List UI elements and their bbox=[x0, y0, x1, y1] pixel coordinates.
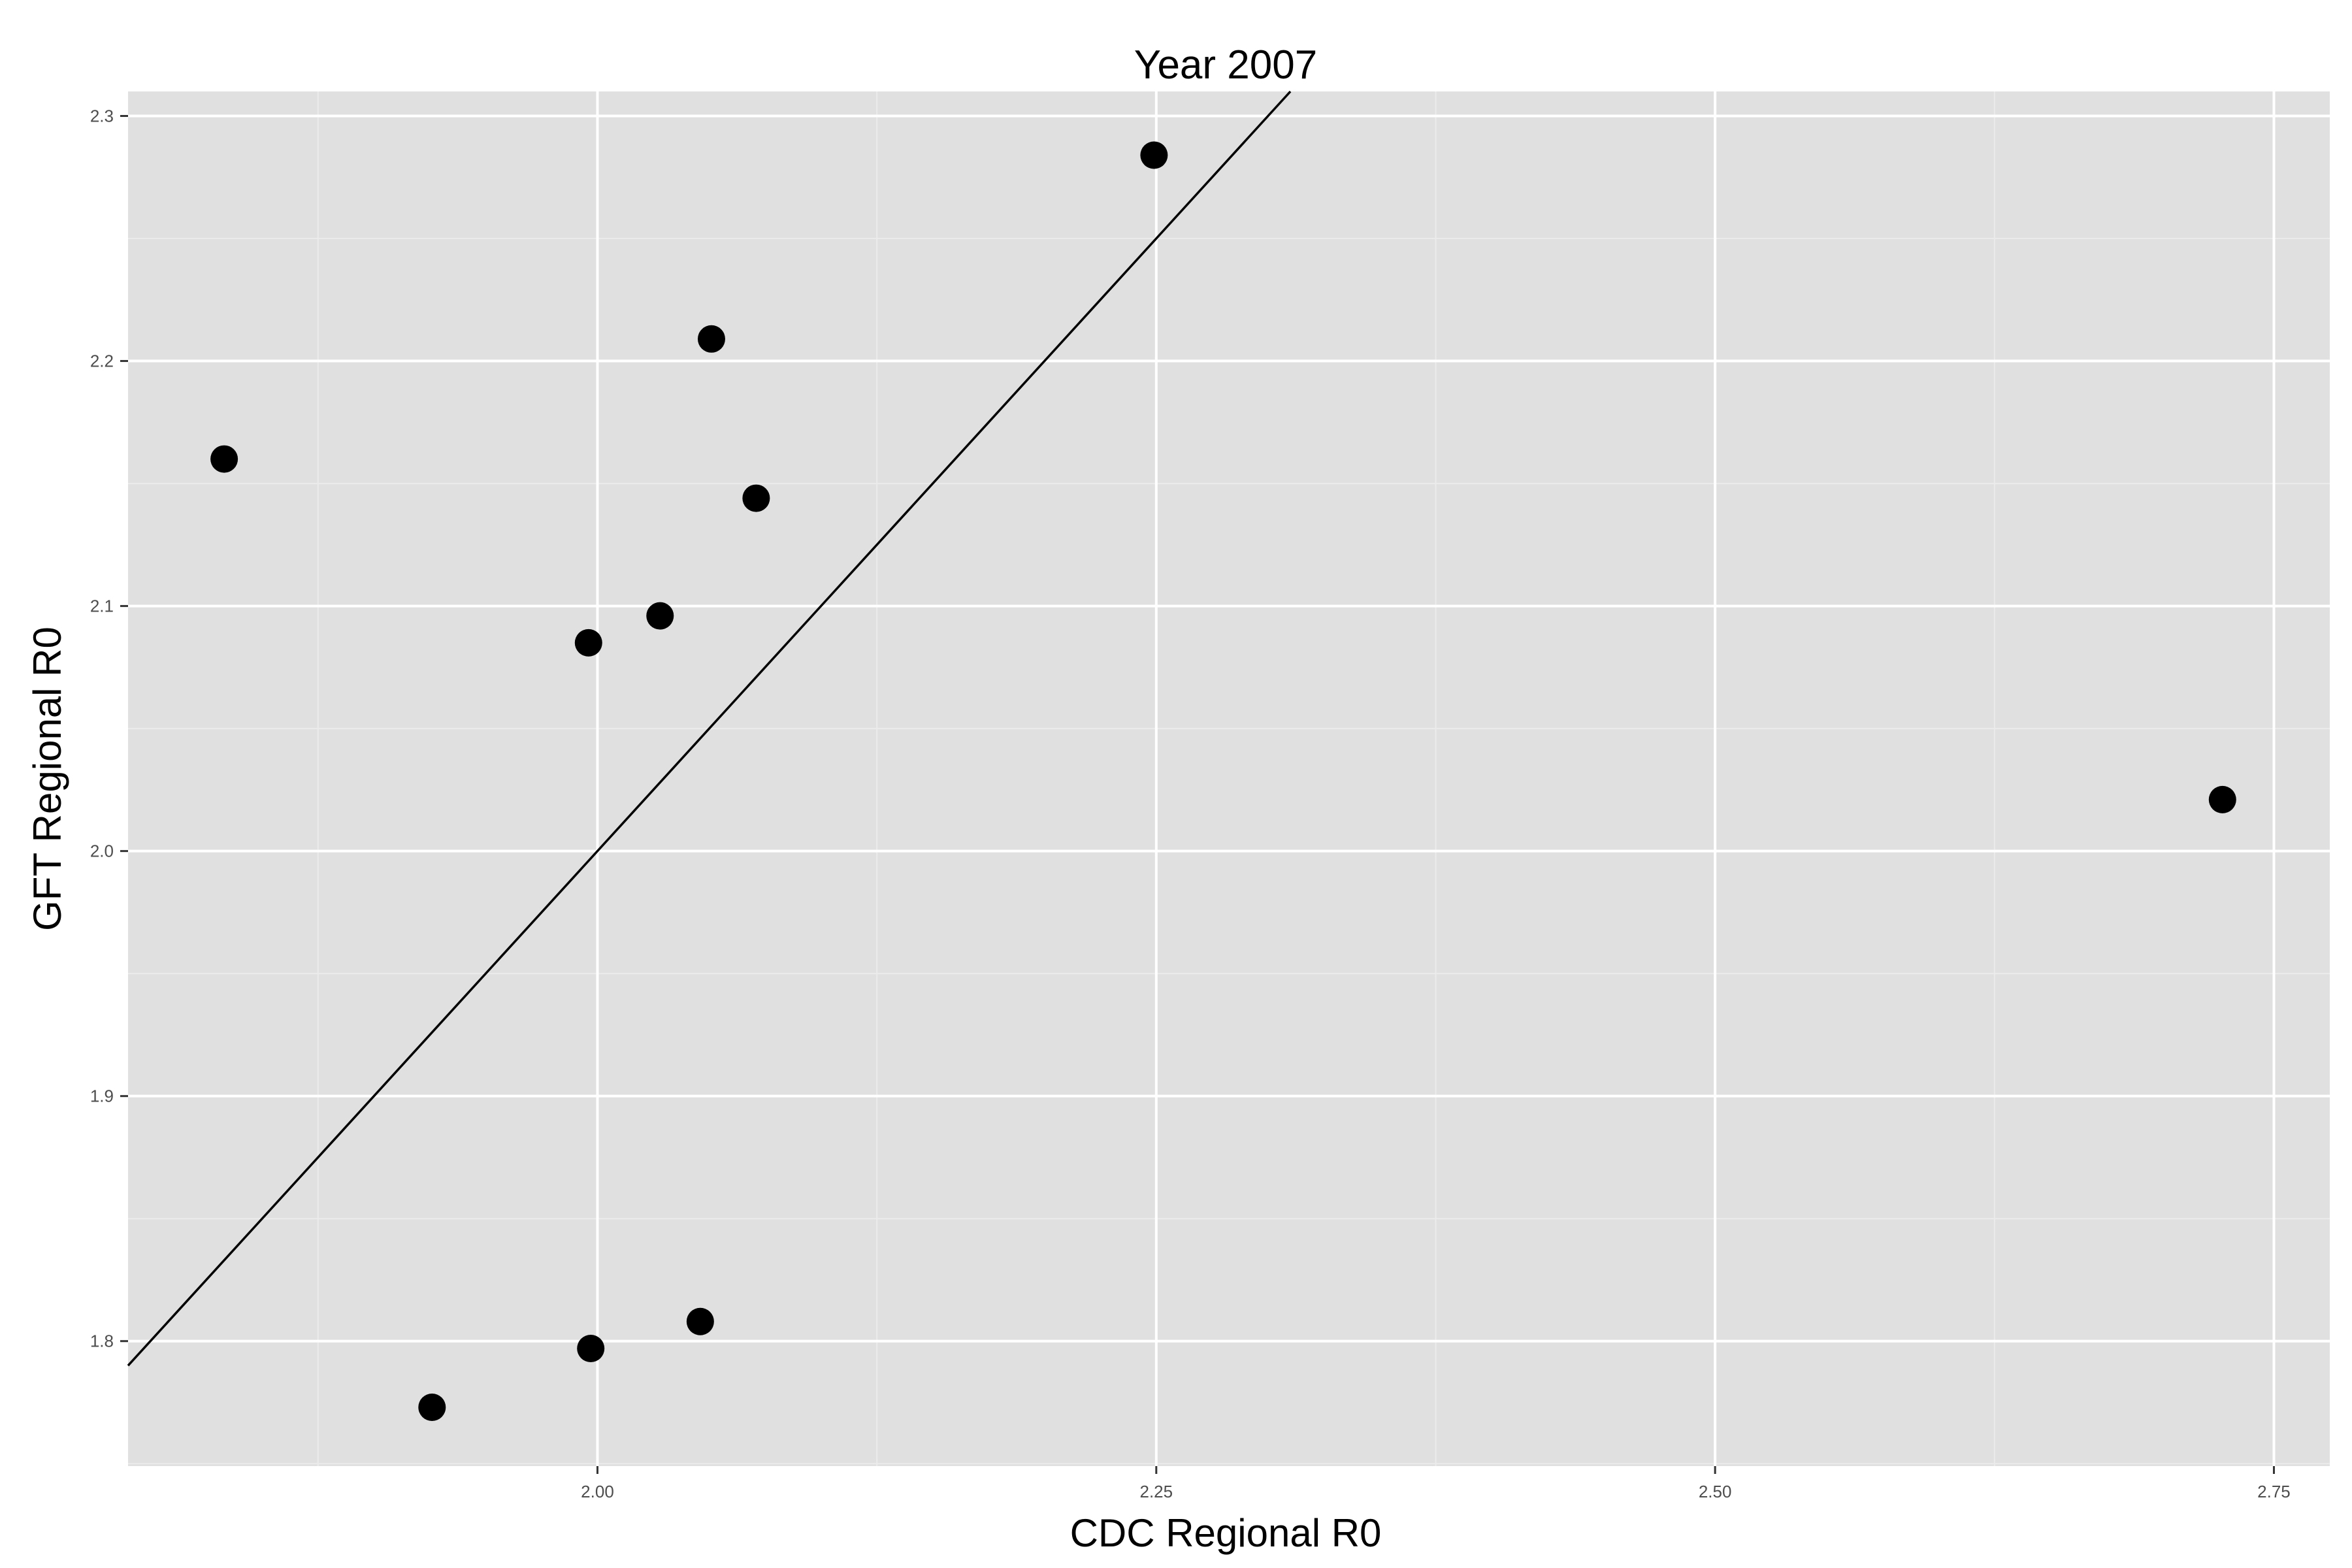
data-points bbox=[210, 141, 2236, 1421]
data-point-7 bbox=[742, 484, 770, 512]
x-tick-label-2: 2.50 bbox=[1699, 1482, 1732, 1501]
data-point-4 bbox=[646, 602, 674, 630]
minor-gridlines bbox=[128, 91, 2330, 1466]
data-point-1 bbox=[418, 1393, 446, 1421]
x-tick-label-3: 2.75 bbox=[2257, 1482, 2291, 1501]
y-tick-label-0: 1.8 bbox=[90, 1331, 114, 1351]
x-axis-ticks: 2.00 2.25 2.50 2.75 bbox=[581, 1466, 2291, 1501]
reference-line bbox=[127, 90, 1292, 1367]
x-tick-label-0: 2.00 bbox=[581, 1482, 614, 1501]
reference-line-group bbox=[127, 90, 1292, 1367]
y-tick-label-4: 2.2 bbox=[90, 351, 114, 371]
major-gridlines bbox=[128, 91, 2330, 1466]
data-point-0 bbox=[210, 445, 238, 473]
data-point-8 bbox=[1140, 141, 1168, 169]
x-axis-title: CDC Regional R0 bbox=[1070, 1511, 1382, 1555]
data-point-3 bbox=[577, 1334, 605, 1362]
chart-title: Year 2007 bbox=[1134, 42, 1317, 88]
data-point-2 bbox=[574, 629, 602, 657]
x-tick-label-1: 2.25 bbox=[1140, 1482, 1173, 1501]
y-tick-label-3: 2.1 bbox=[90, 596, 114, 616]
data-point-6 bbox=[697, 325, 725, 353]
y-axis-ticks: 1.8 1.9 2.0 2.1 2.2 2.3 bbox=[90, 106, 128, 1351]
data-point-5 bbox=[686, 1307, 714, 1335]
data-point-9 bbox=[2208, 785, 2236, 813]
plot-panel bbox=[128, 91, 2330, 1466]
y-axis-title: GFT Regional R0 bbox=[25, 627, 69, 931]
y-tick-label-2: 2.0 bbox=[90, 841, 114, 861]
y-tick-label-1: 1.9 bbox=[90, 1086, 114, 1106]
y-tick-label-5: 2.3 bbox=[90, 106, 114, 126]
